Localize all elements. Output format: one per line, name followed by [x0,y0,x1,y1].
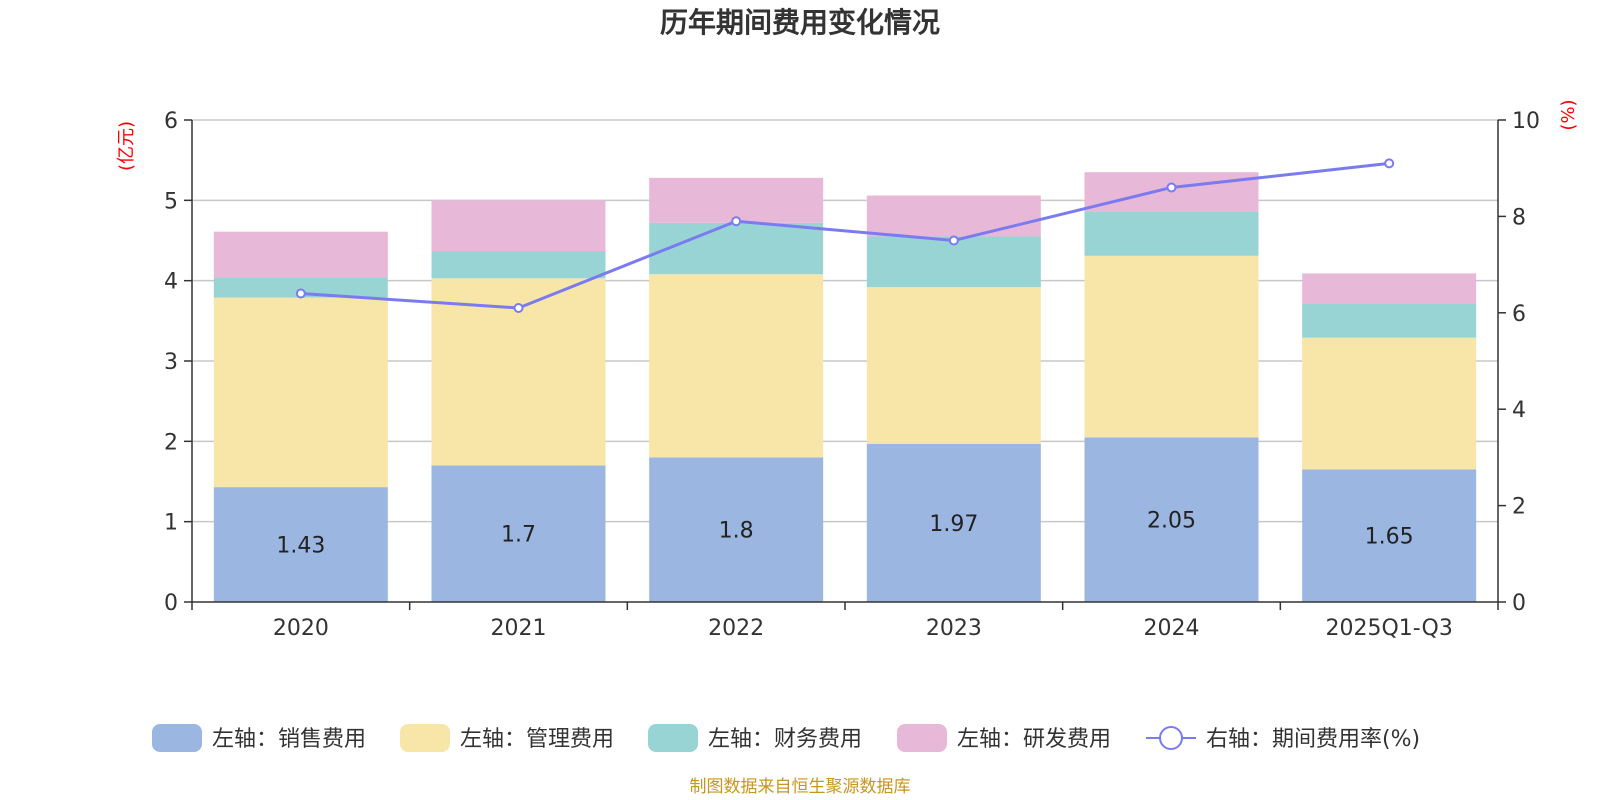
right-axis-unit: (%) [1558,99,1579,130]
legend-label: 左轴：财务费用 [708,727,862,752]
bar-segment [1302,337,1477,470]
bar-segment [431,200,606,251]
legend-swatch [152,724,202,752]
x-axis-label: 2023 [926,616,982,641]
legend-swatch [648,724,698,752]
bar-segment [1302,303,1477,338]
bar-segment [649,457,824,602]
rate-point [295,288,306,299]
x-axis-label: 2022 [708,616,764,641]
legend-item[interactable]: 左轴：管理费用 [400,724,614,752]
bar-segment [866,195,1041,237]
left-axis-label: 2 [164,430,178,455]
rate-line-path [300,161,1390,310]
rate-point [513,302,524,313]
legend-item[interactable]: 左轴：销售费用 [152,724,366,752]
right-axis-label: 0 [1512,591,1526,616]
legend-label: 右轴：期间费用率(%) [1206,727,1420,752]
axes: 0 1 2 3 4 5 6 0 2 4 6 8 10 2020 2021 2022 2023 2024 2025Q1… [164,109,1540,641]
left-axis-label: 3 [164,350,178,375]
right-axis-label: 8 [1512,205,1526,230]
right-axis-label: 10 [1512,109,1540,134]
bars: 1.43 1.7 1.8 1.97 2.05 1.65 [213,172,1477,602]
grid [192,119,1498,523]
bar-segment [1084,255,1259,438]
bar-data-label: 2.05 [1147,509,1196,534]
legend-label: 左轴：研发费用 [957,727,1111,752]
rate-line [295,158,1395,313]
legend-label: 左轴：销售费用 [212,727,366,752]
bar-segment [431,250,606,279]
legend-item[interactable]: 右轴：期间费用率(%) [1146,726,1420,752]
legend[interactable]: 左轴：销售费用 左轴：管理费用 左轴：财务费用 左轴：研发费用 右轴：期间费用率(%) [152,724,1420,752]
bar-segment [1302,469,1477,602]
bar-segment [1084,211,1259,256]
legend-label: 左轴：管理费用 [460,727,614,752]
bar-data-label: 1.43 [276,534,325,559]
rate-point [1384,158,1395,169]
left-axis-unit: (亿元) [116,121,137,171]
bar-segment [866,287,1041,444]
bar-segment [649,222,824,275]
bar-data-label: 1.7 [501,523,536,548]
right-axis-label: 2 [1512,495,1526,520]
bar-segment [213,487,388,602]
left-axis-label: 1 [164,511,178,536]
bar-segment [1084,437,1259,602]
bar-segment [213,297,388,488]
left-axis-label: 5 [164,189,178,214]
bar-segment [649,274,824,458]
bar-segment [1302,273,1477,304]
x-axis-label: 2021 [491,616,547,641]
legend-item[interactable]: 左轴：研发费用 [897,724,1111,752]
left-axis-label: 0 [164,591,178,616]
right-axis-label: 4 [1512,398,1526,423]
chart-title: 历年期间费用变化情况 [660,6,940,39]
bar-data-label: 1.65 [1365,525,1414,550]
x-axis-label: 2024 [1144,616,1200,641]
bar-segment [213,231,388,278]
rate-point [948,235,959,246]
x-axis-label: 2025Q1-Q3 [1325,616,1452,641]
bar-segment [649,177,824,223]
legend-swatch [897,724,947,752]
bar-data-label: 1.8 [719,519,754,544]
left-axis-label: 4 [164,270,178,295]
bar-segment [431,465,606,602]
left-axis-label: 6 [164,109,178,134]
source-note: 制图数据来自恒生聚源数据库 [690,777,911,797]
rate-point [731,216,742,227]
bar-data-label: 1.97 [929,512,978,537]
legend-circle-marker [1159,726,1183,750]
rate-point [1166,182,1177,193]
right-axis-label: 6 [1512,302,1526,327]
bar-segment [866,443,1041,602]
bar-segment [213,277,388,298]
x-axis-label: 2020 [273,616,329,641]
legend-swatch [400,724,450,752]
legend-item[interactable]: 左轴：财务费用 [648,724,862,752]
